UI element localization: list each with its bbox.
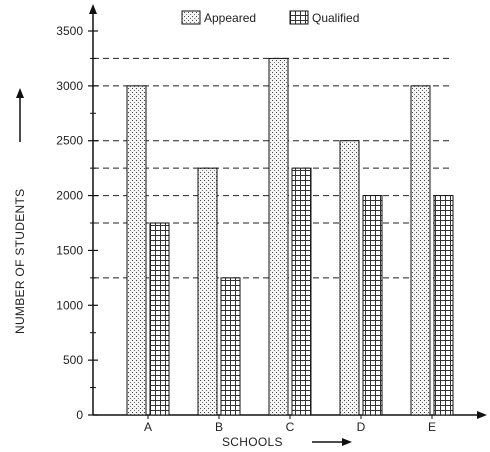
x-tick-label: C (286, 420, 295, 434)
bar-appeared-c (268, 57, 289, 416)
x-tick-label: D (357, 420, 366, 434)
x-axis-tick-labels: A B C D E (144, 415, 436, 434)
x-axis-arrow (477, 411, 487, 419)
y-tick-label: 2000 (56, 189, 83, 203)
y-tick-label: 3000 (56, 79, 83, 93)
y-tick-label: 0 (76, 408, 83, 422)
bar-qualified-d (362, 195, 383, 416)
y-tick-label: 2500 (56, 134, 83, 148)
bar-appeared-e (410, 85, 431, 416)
y-tick-label: 1000 (56, 298, 83, 312)
y-tick-label: 500 (63, 353, 83, 367)
y-axis-title: NUMBER OF STUDENTS (13, 189, 27, 334)
bar-qualified-b (220, 277, 241, 416)
bar-appeared-b (197, 167, 218, 416)
x-tick-label: B (215, 420, 223, 434)
bar-qualified-a (149, 222, 170, 416)
bars (126, 57, 454, 416)
bar-qualified-e (433, 195, 454, 416)
x-tick-label: E (428, 420, 436, 434)
y-tick-label: 3500 (56, 24, 83, 38)
legend-label-appeared: Appeared (204, 11, 256, 25)
legend: Appeared Qualified (181, 10, 359, 25)
y-axis-arrow (89, 4, 97, 14)
x-axis-title: SCHOOLS (222, 435, 283, 449)
y-tick-label: 1500 (56, 243, 83, 257)
legend-swatch-appeared (181, 10, 201, 25)
y-axis-title-arrow-icon (16, 88, 24, 98)
y-axis-ticks: 0 500 1000 1500 2000 2500 3000 3500 (56, 24, 98, 422)
legend-swatch-qualified (289, 10, 309, 25)
bar-appeared-d (339, 140, 360, 416)
x-tick-label: A (144, 420, 152, 434)
legend-label-qualified: Qualified (312, 11, 359, 25)
bar-qualified-c (291, 167, 312, 416)
x-axis-title-arrow-icon (342, 438, 352, 446)
bar-appeared-a (126, 85, 147, 416)
